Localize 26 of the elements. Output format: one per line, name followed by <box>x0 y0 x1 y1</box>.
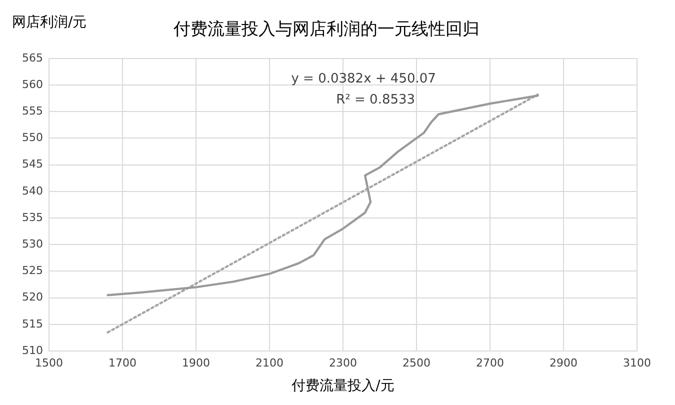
y-tick-label: 515 <box>22 317 43 330</box>
x-axis-title: 付费流量投入/元 <box>290 378 394 394</box>
x-tick-label: 2900 <box>550 356 578 370</box>
y-tick-label: 550 <box>22 131 43 144</box>
y-tick-label: 510 <box>22 344 43 357</box>
annotation: y = 0.0382x + 450.07 <box>291 71 436 86</box>
x-tick-label: 1700 <box>108 356 136 370</box>
y-tick-label: 520 <box>22 290 43 304</box>
y-tick-label: 535 <box>22 210 43 224</box>
y-tick-label: 560 <box>22 78 43 91</box>
x-tick-label: 2300 <box>329 356 357 370</box>
y-tick-label: 555 <box>22 104 43 118</box>
y-tick-label: 565 <box>22 51 43 64</box>
x-tick-label: 3100 <box>623 356 651 370</box>
chart-title: 付费流量投入与网店利润的一元线性回归 <box>172 20 480 40</box>
annotation: R² = 0.8533 <box>336 92 416 108</box>
y-tick-label: 525 <box>22 264 43 278</box>
y-tick-label: 540 <box>22 184 43 198</box>
x-tick-label: 1900 <box>182 356 210 370</box>
y-tick-label: 530 <box>22 237 43 250</box>
y-axis-title: 网店利润/元 <box>12 14 87 31</box>
x-tick-label: 1500 <box>34 356 63 370</box>
x-tick-label: 2500 <box>402 356 430 370</box>
x-tick-label: 2700 <box>476 356 504 370</box>
x-tick-label: 2100 <box>255 356 284 370</box>
y-tick-label: 545 <box>22 158 43 171</box>
